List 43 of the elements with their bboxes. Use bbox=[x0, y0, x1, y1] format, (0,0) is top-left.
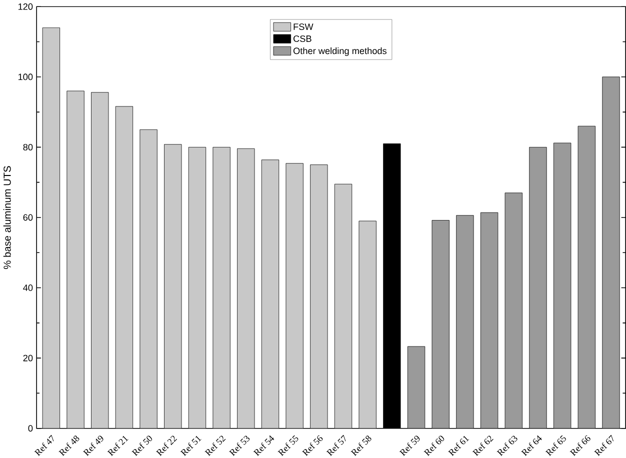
bar bbox=[578, 126, 596, 428]
x-tick-label: Ref 65 bbox=[545, 435, 566, 456]
bar bbox=[480, 212, 498, 428]
bar bbox=[504, 192, 522, 428]
x-tick-label: Ref 61 bbox=[448, 436, 470, 456]
x-tick-label: Ref 48 bbox=[58, 436, 80, 456]
x-tick-label: Ref 56 bbox=[302, 435, 323, 456]
x-tick-label: Ref 62 bbox=[472, 436, 494, 456]
x-tick-label: Ref 52 bbox=[204, 436, 226, 456]
x-tick-label: Ref 49 bbox=[82, 436, 104, 456]
x-tick-label: Ref 64 bbox=[521, 435, 542, 456]
bar bbox=[407, 346, 426, 428]
bar bbox=[602, 76, 620, 428]
bar bbox=[554, 142, 572, 428]
x-tick-label: Ref 54 bbox=[253, 435, 274, 456]
x-tick-label: Ref 60 bbox=[424, 436, 444, 456]
legend-label: FSW bbox=[294, 24, 314, 30]
legend-label: CSB bbox=[294, 36, 312, 42]
bar bbox=[529, 147, 547, 428]
x-tick-label: Ref 55 bbox=[278, 435, 298, 456]
y-tick-label: 40 bbox=[23, 284, 33, 292]
y-tick-label: 60 bbox=[23, 214, 33, 221]
x-tick-label: Ref 67 bbox=[594, 434, 614, 456]
x-tick-label: Ref 57 bbox=[326, 434, 346, 456]
x-tick-label: Ref 21 bbox=[107, 436, 128, 456]
x-tick-label: Ref 50 bbox=[132, 436, 152, 456]
x-tick-label: Ref 22 bbox=[156, 436, 178, 456]
x-tick-label: Ref 63 bbox=[496, 436, 518, 456]
x-tick-label: Ref 53 bbox=[229, 436, 250, 456]
x-tick-label: Ref 47 bbox=[34, 434, 54, 456]
legend-label: Other welding methods bbox=[293, 48, 387, 56]
y-tick-label: 120 bbox=[18, 3, 33, 10]
y-tick-label: 100 bbox=[18, 74, 33, 80]
bar bbox=[456, 215, 474, 428]
y-tick-label: 80 bbox=[23, 144, 33, 151]
x-tick-label: Ref 51 bbox=[180, 436, 202, 456]
y-tick-label: 0 bbox=[28, 425, 33, 432]
x-tick-label: Ref 66 bbox=[570, 435, 590, 456]
y-tick-label: 20 bbox=[23, 354, 33, 362]
x-tick-label: Ref 59 bbox=[399, 436, 420, 456]
x-tick-label: Ref 58 bbox=[350, 436, 372, 456]
y-axis-title: % base aluminum UTS bbox=[3, 166, 11, 270]
bar bbox=[432, 220, 450, 428]
